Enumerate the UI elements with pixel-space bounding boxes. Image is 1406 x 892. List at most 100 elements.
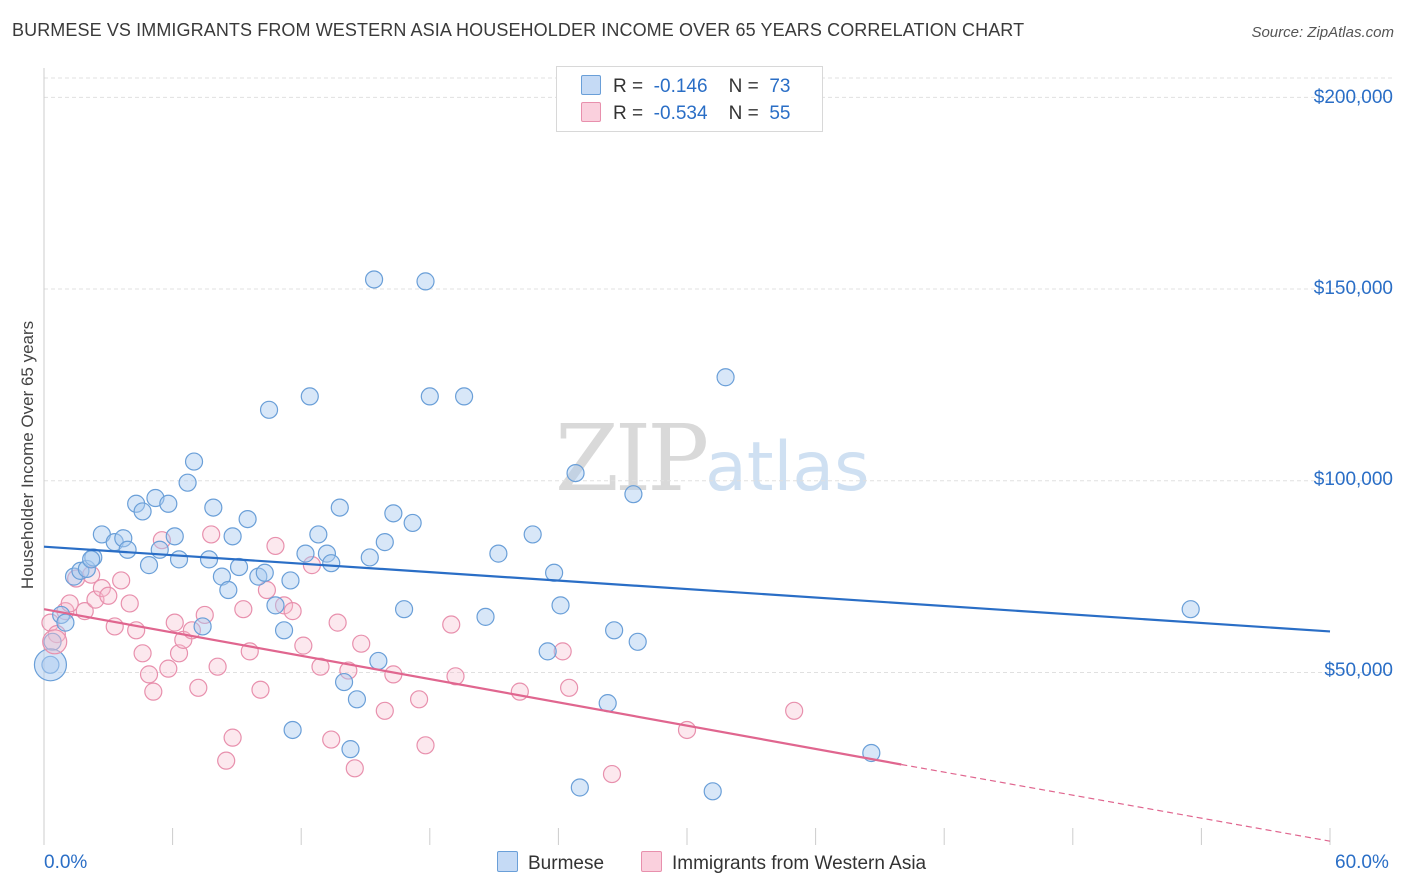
watermark-atlas: atlas (705, 428, 870, 507)
burmese-point (296, 544, 315, 563)
r-value: -0.146 (653, 76, 708, 97)
burmese-swatch (581, 75, 601, 95)
burmese-point (274, 621, 294, 640)
r-label: R = (613, 103, 644, 124)
burmese-point (416, 272, 435, 291)
burmese-point (118, 540, 137, 559)
legend-item-burmese[interactable]: Burmese (497, 851, 604, 875)
x-tick-label-min: 0.0% (44, 852, 88, 873)
burmese-point (566, 463, 585, 483)
n-value: 55 (769, 103, 791, 124)
burmese-point (551, 596, 570, 615)
x-tick-label-max: 60.0% (1335, 852, 1389, 873)
burmese-point (56, 613, 75, 632)
wasia-point (195, 605, 214, 625)
y-tick-label-200k: $200,000 (1313, 87, 1393, 108)
burmese-point (403, 513, 422, 533)
burmese-legend-swatch (497, 851, 518, 872)
y-tick-label-50k: $50,000 (1324, 660, 1393, 681)
wasia-point (510, 682, 529, 701)
chart-title: BURMESE VS IMMIGRANTS FROM WESTERN ASIA … (12, 20, 1025, 40)
wasia-point (602, 764, 622, 784)
burmese-point (309, 525, 328, 544)
burmese-point (703, 782, 722, 801)
burmese-point (394, 600, 414, 619)
wasia-point (234, 600, 253, 619)
wasia-point (266, 536, 285, 556)
wasia-point (133, 644, 152, 663)
wasia-point (785, 701, 804, 720)
burmese-point (283, 720, 302, 740)
wasia-point (352, 634, 371, 653)
burmese-point (281, 571, 300, 590)
burmese-point (178, 473, 197, 492)
wasia-point (322, 730, 341, 749)
burmese-point (184, 452, 204, 471)
burmese-point (266, 596, 285, 615)
burmese-point (605, 621, 624, 640)
wasia-point (112, 571, 131, 590)
n-value: 73 (769, 76, 791, 97)
wasia-point (202, 525, 221, 544)
watermark-zip: ZIP (555, 405, 709, 512)
burmese-point (300, 387, 319, 406)
burmese-point (322, 554, 341, 573)
burmese-point (489, 544, 508, 563)
source-label: Source: ZipAtlas.com (1251, 24, 1394, 41)
burmese-point (219, 580, 238, 600)
wasia-point (251, 680, 270, 699)
burmese-point (420, 387, 439, 406)
burmese-point (139, 556, 159, 575)
burmese-point (360, 548, 379, 567)
burmese-point (624, 485, 643, 504)
burmese-point (165, 527, 184, 546)
wasia-point (120, 594, 139, 613)
burmese-point (169, 550, 189, 569)
wasia-point (223, 728, 242, 747)
wasia-point-large (42, 629, 68, 655)
burmese-point (523, 525, 542, 544)
burmese-point (384, 504, 403, 523)
wasia-point (165, 613, 184, 632)
burmese-point (628, 632, 647, 651)
wasia-point (416, 736, 435, 755)
wasia-point (208, 657, 227, 676)
burmese-point (204, 498, 223, 517)
burmese-point (538, 642, 557, 661)
burmese-point (364, 270, 384, 289)
n-label: N = (728, 103, 759, 124)
wasia-point (283, 602, 302, 621)
wasia-point (442, 615, 461, 634)
stats-legend: R = -0.146 N = 73 R = -0.534 N = 55 (556, 66, 823, 132)
wasia-point (339, 661, 358, 680)
burmese-point (71, 561, 90, 580)
burmese-point (255, 563, 274, 582)
wasia-point (169, 644, 189, 663)
y-tick-label-100k: $100,000 (1313, 469, 1393, 490)
burmese-point (716, 368, 735, 387)
legend-item-wasia[interactable]: Immigrants from Western Asia (641, 851, 926, 875)
wasia-trend-extension (901, 763, 1331, 842)
n-label: N = (728, 76, 759, 97)
burmese-point (159, 494, 178, 513)
legend-label-burmese: Burmese (528, 853, 605, 874)
burmese-point (375, 533, 394, 552)
burmese-point (223, 527, 242, 546)
r-label: R = (613, 76, 644, 97)
r-value: -0.534 (653, 103, 708, 124)
burmese-point (369, 651, 388, 671)
burmese-point (341, 740, 360, 759)
wasia-point (345, 759, 364, 778)
wasia-point (294, 636, 313, 655)
burmese-trend-line (43, 545, 1331, 633)
burmese-point (259, 400, 279, 419)
burmese-point (347, 690, 367, 709)
burmese-point (1181, 600, 1200, 619)
burmese-point (570, 778, 589, 797)
burmese-point (476, 607, 495, 626)
wasia-point (375, 701, 394, 720)
burmese-point (545, 563, 564, 582)
burmese-point (598, 694, 617, 713)
burmese-point (77, 559, 96, 579)
